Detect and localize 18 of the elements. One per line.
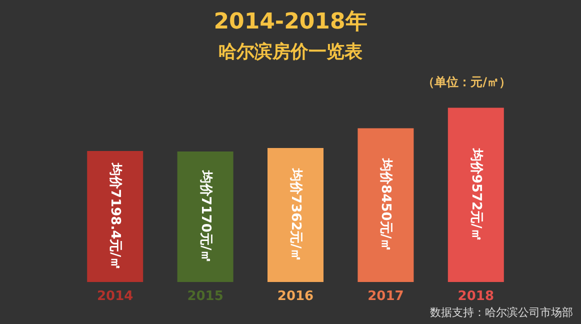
x-tick-label: 2014 [97,289,134,304]
data-label: 均价8450元/㎡ [378,158,394,252]
bar [448,108,504,282]
text: 数据支持：哈尔滨公司市场部 [430,306,573,319]
bar [87,150,144,282]
x-tick-label: 2017 [368,289,404,304]
x-tick-label: 2016 [277,289,314,304]
bar [177,152,234,282]
x-tick-label: 2018 [458,289,494,304]
chart-title: 2014-2018年 [214,10,368,34]
data-label: 均价7198.4元/㎡ [108,162,123,270]
data-label: 均价7362元/㎡ [288,168,303,262]
data-label: 均价7170元/㎡ [198,169,213,264]
data-label: 均价9572元/㎡ [468,147,484,242]
bar [358,128,414,282]
bar [268,148,324,282]
text: （单位：元/㎡） [422,75,512,89]
chart-subtitle: 哈尔滨房价一览表 [218,42,362,62]
